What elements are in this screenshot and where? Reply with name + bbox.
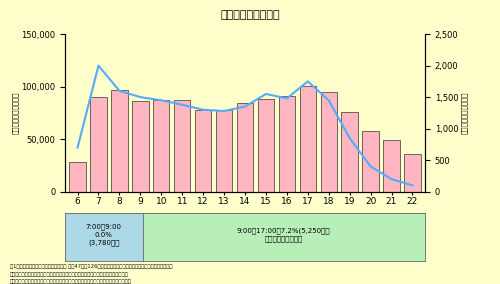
Bar: [195, 110, 212, 192]
Text: 9:00～17:00　7.2%(5,250台）
＊（　）内延通台数: 9:00～17:00 7.2%(5,250台） ＊（ ）内延通台数: [237, 227, 330, 242]
Bar: [362, 131, 378, 192]
Bar: [258, 99, 274, 192]
Bar: [300, 85, 316, 192]
Bar: [278, 96, 295, 192]
Bar: [384, 140, 400, 192]
Text: 超過需要：処理された交通量に対し、処理が追いつかず渋滞として残った交通の量: 超過需要：処理された交通量に対し、処理が追いつかず渋滞として残った交通の量: [10, 279, 132, 284]
Y-axis label: 交通需要量（台／時）: 交通需要量（台／時）: [12, 92, 18, 134]
Bar: [70, 162, 86, 192]
Text: 注）交通需要：単位時間に集中（発生）した交通の量（処理されなかった分も含む）: 注）交通需要：単位時間に集中（発生）した交通の量（処理されなかった分も含む）: [10, 272, 129, 277]
Bar: [320, 92, 337, 192]
Text: 交通需要と超過需要: 交通需要と超過需要: [220, 10, 280, 20]
Bar: [237, 103, 253, 192]
Bar: [216, 110, 232, 192]
Bar: [404, 154, 420, 192]
Bar: [112, 90, 128, 192]
Bar: [153, 100, 170, 192]
Text: 注1）岩手県都交通管制データより集計 市内47地点126方向部での渋滞長の変化から超過台数を算定したもの: 注1）岩手県都交通管制データより集計 市内47地点126方向部での渋滞長の変化か…: [10, 264, 172, 270]
Bar: [132, 101, 148, 192]
Bar: [174, 100, 190, 192]
Text: 7:00～9:00
0.0%
(3,780台）: 7:00～9:00 0.0% (3,780台）: [86, 223, 122, 246]
Bar: [90, 97, 106, 192]
Bar: [342, 112, 358, 192]
Y-axis label: 超過需要量（台／時）: 超過需要量（台／時）: [461, 92, 468, 134]
